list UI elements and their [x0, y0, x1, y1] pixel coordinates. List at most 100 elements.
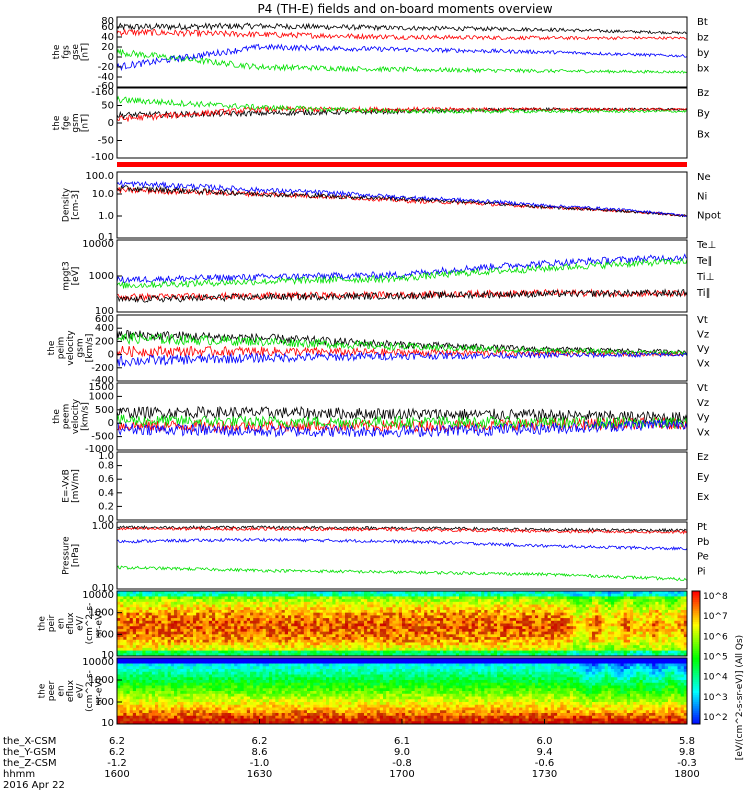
heatmap-cell — [436, 642, 441, 646]
heatmap-cell — [379, 596, 384, 600]
heatmap-cell — [215, 607, 219, 611]
heatmap-cell — [506, 609, 511, 614]
heatmap-cell — [313, 639, 317, 643]
heatmap-cell — [158, 634, 162, 638]
heatmap-cell — [288, 628, 292, 633]
heatmap-cell — [373, 653, 378, 657]
heatmap-cell — [316, 601, 321, 605]
heatmap-cell — [633, 615, 637, 619]
heatmap-cell — [348, 650, 352, 654]
heatmap-cell — [509, 601, 514, 605]
heatmap-cell — [161, 609, 165, 614]
heatmap-cell — [272, 623, 276, 627]
heatmap-cell — [269, 596, 273, 600]
heatmap-cell — [668, 591, 672, 595]
heatmap-cell — [123, 647, 127, 651]
heatmap-cell — [186, 637, 191, 641]
heatmap-cell — [674, 647, 678, 651]
heatmap-cell — [408, 639, 412, 643]
heatmap-cell — [395, 626, 400, 630]
heatmap-cell — [335, 599, 340, 603]
heatmap-cell — [649, 607, 653, 611]
heatmap-cell — [120, 642, 124, 646]
heatmap-cell — [351, 628, 355, 633]
heatmap-cell — [598, 591, 602, 595]
heatmap-cell — [607, 601, 612, 605]
heatmap-cell — [338, 609, 343, 614]
heatmap-cell — [468, 620, 473, 624]
heatmap-cell — [585, 615, 590, 619]
heatmap-cell — [341, 618, 346, 622]
heatmap-cell — [161, 710, 165, 714]
heatmap-cell — [538, 591, 542, 595]
heatmap-cell — [569, 604, 574, 608]
heatmap-cell — [528, 591, 533, 595]
heatmap-cell — [193, 645, 197, 649]
heatmap-cell — [310, 604, 314, 608]
heatmap-cell — [142, 674, 146, 678]
heatmap-cell — [468, 637, 473, 641]
heatmap-cell — [500, 607, 504, 611]
heatmap-cell — [383, 628, 387, 633]
heatmap-cell — [275, 596, 279, 600]
heatmap-cell — [541, 631, 545, 635]
heatmap-cell — [218, 645, 222, 649]
heatmap-cell — [471, 639, 476, 643]
heatmap-cell — [329, 637, 333, 641]
heatmap-cell — [379, 631, 384, 635]
heatmap-cell — [414, 650, 419, 654]
heatmap-cell — [272, 593, 276, 597]
heatmap-cell — [145, 710, 150, 714]
heatmap-cell — [408, 612, 412, 616]
heatmap-cell — [433, 593, 438, 597]
heatmap-cell — [319, 604, 324, 608]
heatmap-cell — [645, 623, 650, 627]
heatmap-cell — [142, 658, 146, 662]
heatmap-cell — [645, 645, 650, 649]
heatmap-cell — [155, 713, 159, 717]
heatmap-cell — [364, 626, 368, 630]
legend-item-pressure: Pi — [697, 566, 706, 577]
heatmap-cell — [142, 707, 146, 711]
heatmap-cell — [294, 596, 298, 600]
heatmap-cell — [522, 596, 526, 600]
heatmap-cell — [240, 647, 245, 651]
heatmap-cell — [630, 631, 634, 635]
heatmap-cell — [414, 653, 419, 657]
heatmap-cell — [680, 612, 685, 616]
heatmap-cell — [148, 615, 153, 619]
heatmap-cell — [468, 599, 473, 603]
heatmap-cell — [383, 599, 387, 603]
heatmap-cell — [573, 618, 577, 622]
heatmap-cell — [408, 607, 412, 611]
heatmap-cell — [120, 696, 124, 700]
heatmap-cell — [525, 647, 530, 651]
heatmap-cell — [440, 607, 444, 611]
heatmap-cell — [123, 721, 127, 725]
heatmap-cell — [224, 591, 229, 595]
heatmap-cell — [383, 620, 387, 624]
heatmap-cell — [338, 631, 343, 635]
heatmap-cell — [117, 620, 121, 624]
heatmap-cell — [512, 639, 517, 643]
heatmap-cell — [326, 647, 330, 651]
heatmap-cell — [167, 620, 172, 624]
heatmap-cell — [630, 615, 634, 619]
heatmap-cell — [234, 607, 238, 611]
heatmap-cell — [614, 628, 618, 633]
heatmap-cell — [126, 637, 131, 641]
heatmap-cell — [535, 593, 539, 597]
heatmap-cell — [170, 650, 175, 654]
heatmap-cell — [161, 682, 165, 686]
heatmap-cell — [579, 647, 583, 651]
heatmap-cell — [652, 593, 656, 597]
heatmap-cell — [582, 631, 587, 635]
heatmap-cell — [142, 604, 146, 608]
heatmap-cell — [462, 591, 466, 595]
heatmap-cell — [493, 623, 498, 627]
heatmap-cell — [250, 623, 254, 627]
heatmap-cell — [487, 599, 492, 603]
heatmap-cell — [294, 637, 298, 641]
heatmap-cell — [126, 639, 131, 643]
